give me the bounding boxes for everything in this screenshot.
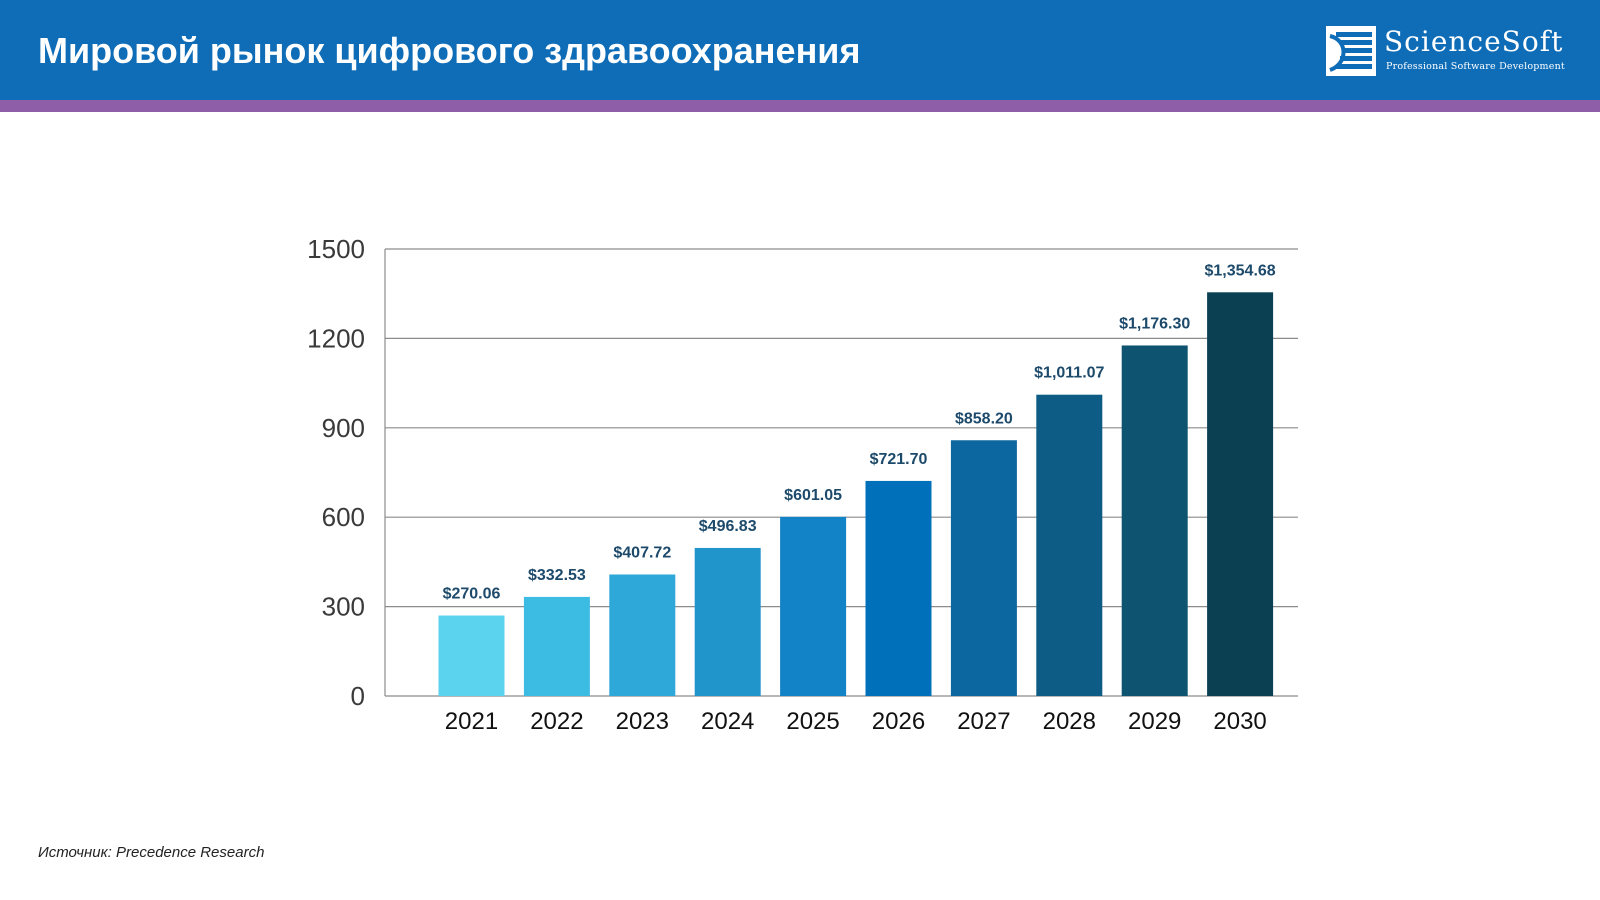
bar-2025[interactable] [780,516,847,696]
header-stripe [0,100,1600,112]
x-tick-label: 2021 [445,708,498,735]
x-tick-label: 2027 [957,708,1010,735]
data-label: $1,011.07 [1034,365,1104,382]
data-label: $496.83 [699,518,757,535]
y-tick-label: 600 [322,502,365,532]
data-label: $858.20 [955,410,1013,427]
logo-tagline: Professional Software Development [1386,61,1565,72]
bar-2021[interactable] [438,615,505,696]
sciencesoft-logo[interactable]: ScienceSoft Professional Software Develo… [1326,26,1572,78]
page-title: Мировой рынок цифрового здравоохранения [38,30,861,71]
x-tick-label: 2024 [701,708,754,735]
x-tick-label: 2022 [530,708,583,735]
data-label: $601.05 [784,487,842,504]
bar-2027[interactable] [950,440,1017,696]
x-tick-label: 2030 [1213,708,1266,735]
y-tick-label: 0 [351,681,365,711]
x-tick-label: 2025 [786,708,839,735]
data-label: $407.72 [613,544,671,561]
bar-2028[interactable] [1036,394,1103,696]
source-note: Источник: Precedence Research [38,844,265,861]
bar-2024[interactable] [694,547,761,696]
y-tick-label: 300 [322,592,365,622]
bar-2029[interactable] [1121,345,1188,696]
data-label: $270.06 [443,586,501,603]
logo-mark-icon [1326,26,1376,76]
x-tick-label: 2028 [1043,708,1096,735]
x-tick-label: 2029 [1128,708,1181,735]
x-tick-label: 2023 [616,708,669,735]
x-tick-label: 2026 [872,708,925,735]
y-tick-label: 900 [322,413,365,443]
bar-2030[interactable] [1207,292,1274,696]
bar-2026[interactable] [865,480,932,696]
y-tick-label: 1200 [307,323,365,353]
data-label: $721.70 [870,451,928,468]
header-bar: Мировой рынок цифрового здравоохранения … [0,0,1600,100]
logo-name: ScienceSoft [1384,25,1564,58]
data-label: $332.53 [528,567,586,584]
y-tick-label: 1500 [307,234,365,264]
bar-2023[interactable] [609,574,676,696]
bar-2022[interactable] [523,596,590,696]
data-label: $1,176.30 [1119,315,1190,332]
data-label: $1,354.68 [1205,262,1276,279]
